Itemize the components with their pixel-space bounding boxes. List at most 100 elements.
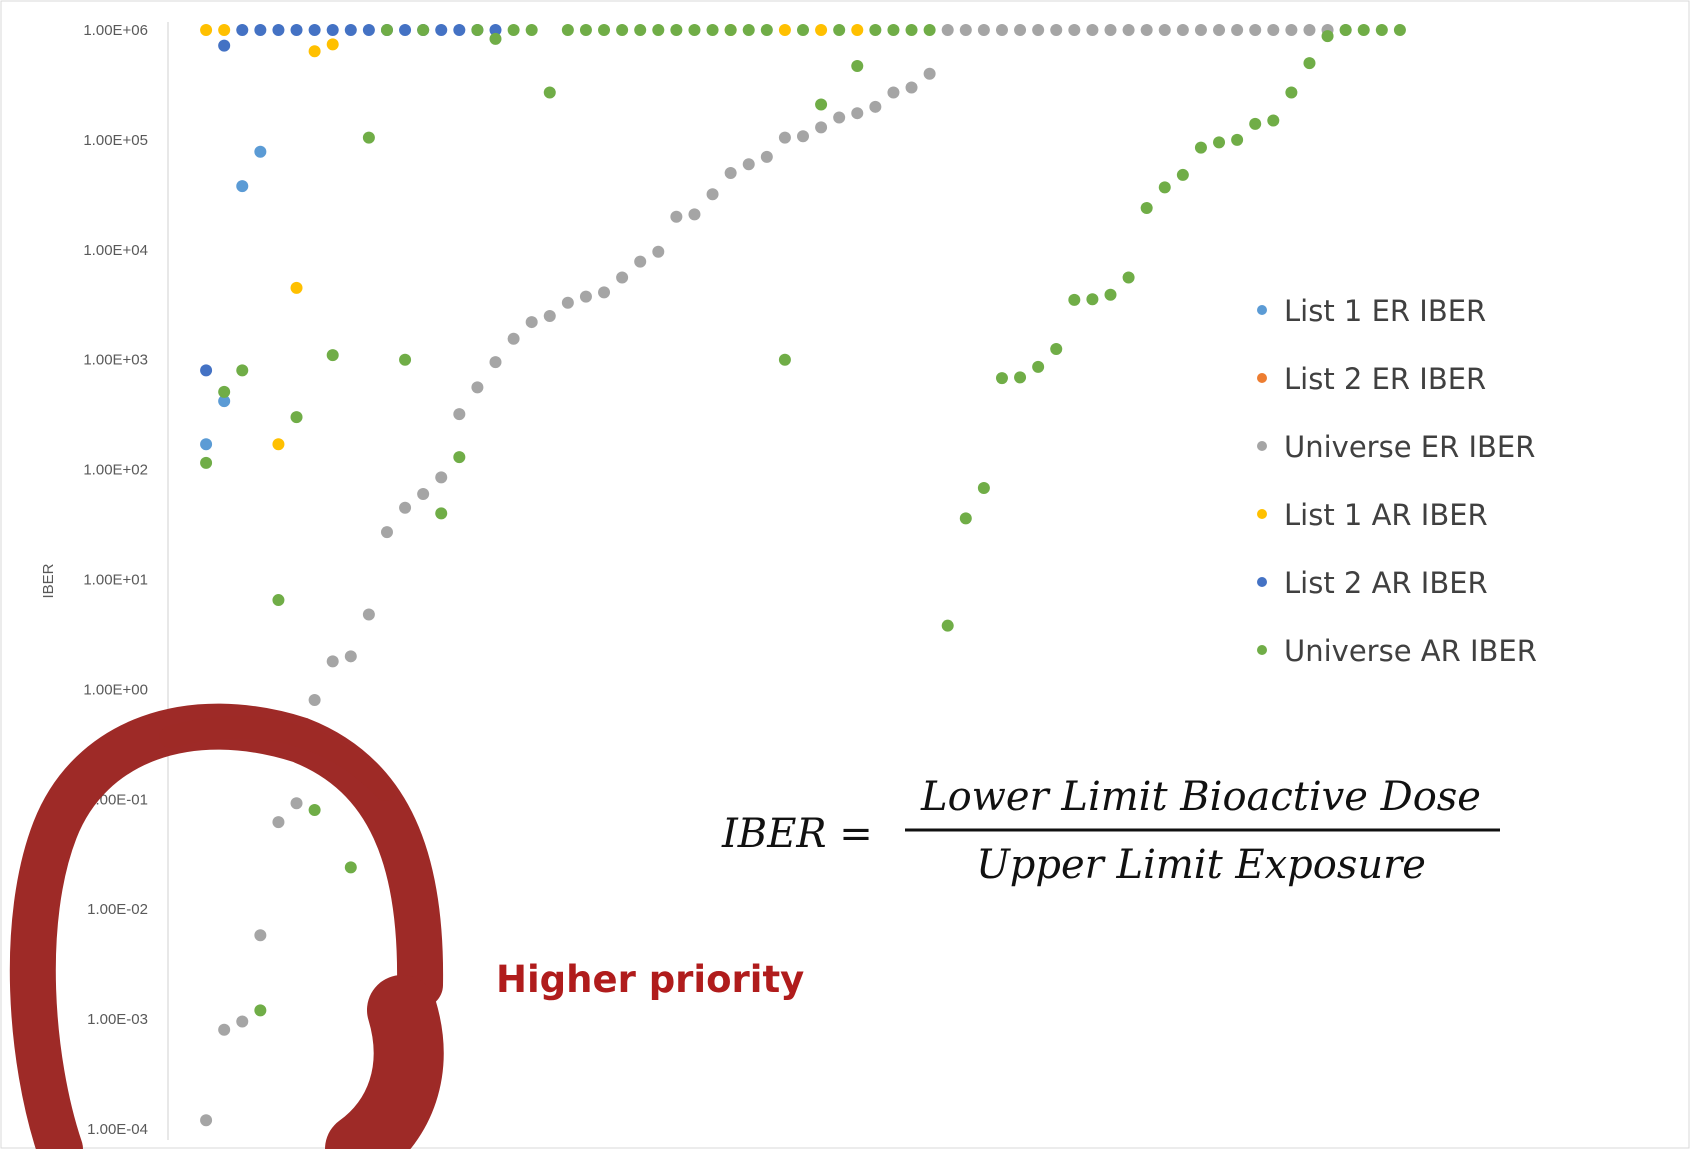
data-point — [272, 594, 285, 607]
data-point — [797, 130, 809, 143]
data-point — [1176, 168, 1189, 181]
data-point — [941, 24, 954, 36]
data-point — [579, 24, 592, 36]
enso-circle-annotation — [9, 703, 444, 1149]
data-point — [236, 364, 249, 377]
data-point — [290, 797, 303, 810]
legend-marker — [1257, 577, 1267, 587]
data-point — [326, 349, 339, 362]
data-point — [344, 861, 357, 874]
data-point — [218, 24, 231, 36]
data-point — [634, 255, 647, 268]
series-list-1-er-iber — [200, 145, 267, 451]
data-point — [833, 24, 846, 36]
data-point — [200, 456, 213, 469]
data-point — [507, 332, 520, 345]
data-point — [923, 24, 936, 36]
data-point — [1194, 141, 1207, 154]
data-point — [1249, 24, 1262, 36]
data-point — [778, 353, 791, 366]
data-point — [254, 24, 267, 36]
y-tick-label: 1.00E-04 — [87, 1121, 148, 1138]
data-point — [1104, 24, 1117, 36]
data-point — [1231, 24, 1244, 36]
data-point — [218, 385, 231, 398]
legend-label: List 1 ER IBER — [1284, 294, 1486, 328]
data-point — [959, 24, 972, 36]
data-point — [344, 650, 357, 663]
data-point — [453, 408, 466, 421]
data-point — [290, 281, 303, 294]
data-point — [760, 150, 773, 163]
data-point — [1158, 24, 1171, 36]
data-point — [362, 131, 375, 144]
data-point — [308, 694, 321, 707]
data-point — [1375, 24, 1388, 36]
data-point — [471, 24, 484, 36]
data-point — [941, 619, 954, 632]
data-point — [923, 67, 936, 80]
data-point — [1140, 202, 1153, 215]
data-point — [362, 24, 375, 36]
data-point — [1321, 30, 1334, 43]
legend-marker — [1257, 373, 1267, 383]
data-point — [760, 24, 773, 36]
data-point — [254, 1004, 267, 1017]
data-point — [200, 24, 213, 36]
data-point — [399, 24, 412, 36]
data-point — [254, 929, 267, 942]
data-point — [435, 24, 448, 36]
data-point — [489, 32, 502, 45]
higher-priority-label: Higher priority — [496, 958, 804, 1001]
series-universe-er-iber — [200, 24, 1352, 1127]
data-point — [797, 24, 809, 36]
data-point — [1357, 24, 1370, 36]
data-point — [1122, 24, 1135, 36]
data-point — [616, 24, 629, 36]
data-point — [706, 24, 719, 36]
data-point — [453, 24, 466, 36]
data-point — [525, 24, 538, 36]
data-point — [1050, 24, 1063, 36]
data-point — [1339, 24, 1352, 36]
data-point — [977, 482, 990, 495]
data-point — [272, 438, 285, 451]
data-point — [1068, 293, 1081, 306]
data-point — [905, 81, 918, 94]
data-point — [724, 166, 737, 179]
data-point — [236, 24, 249, 36]
data-point — [308, 45, 321, 58]
data-point — [200, 438, 213, 451]
data-point — [1104, 288, 1117, 301]
series-universe-ar-iber — [200, 24, 1406, 1017]
data-point — [652, 24, 665, 36]
data-point — [417, 24, 430, 36]
legend-label: Universe AR IBER — [1284, 634, 1537, 668]
data-point — [616, 271, 629, 284]
data-point — [869, 24, 882, 36]
data-point — [670, 210, 683, 223]
data-point — [1249, 117, 1262, 130]
data-point — [905, 24, 918, 36]
y-tick-label: 1.00E+00 — [83, 681, 148, 698]
data-point — [1267, 24, 1280, 36]
y-tick-label: 1.00E-02 — [87, 901, 148, 918]
data-point — [995, 24, 1008, 36]
data-point — [851, 24, 864, 36]
data-point — [218, 395, 231, 408]
data-point — [833, 111, 846, 124]
data-point — [815, 24, 828, 36]
y-tick-label: 1.00E+05 — [83, 132, 148, 149]
data-point — [489, 356, 502, 369]
data-point — [1176, 24, 1189, 36]
data-point — [308, 803, 321, 816]
legend: List 1 ER IBER List 2 ER IBER Universe ER … — [1257, 294, 1537, 668]
y-tick-label: 1.00E+02 — [83, 462, 148, 479]
data-point — [670, 24, 683, 36]
data-point — [1267, 114, 1280, 127]
legend-label: List 1 AR IBER — [1284, 498, 1488, 532]
data-point — [362, 608, 375, 621]
y-axis-title: IBER — [40, 563, 57, 598]
data-point — [489, 24, 502, 36]
data-point — [1393, 24, 1406, 36]
